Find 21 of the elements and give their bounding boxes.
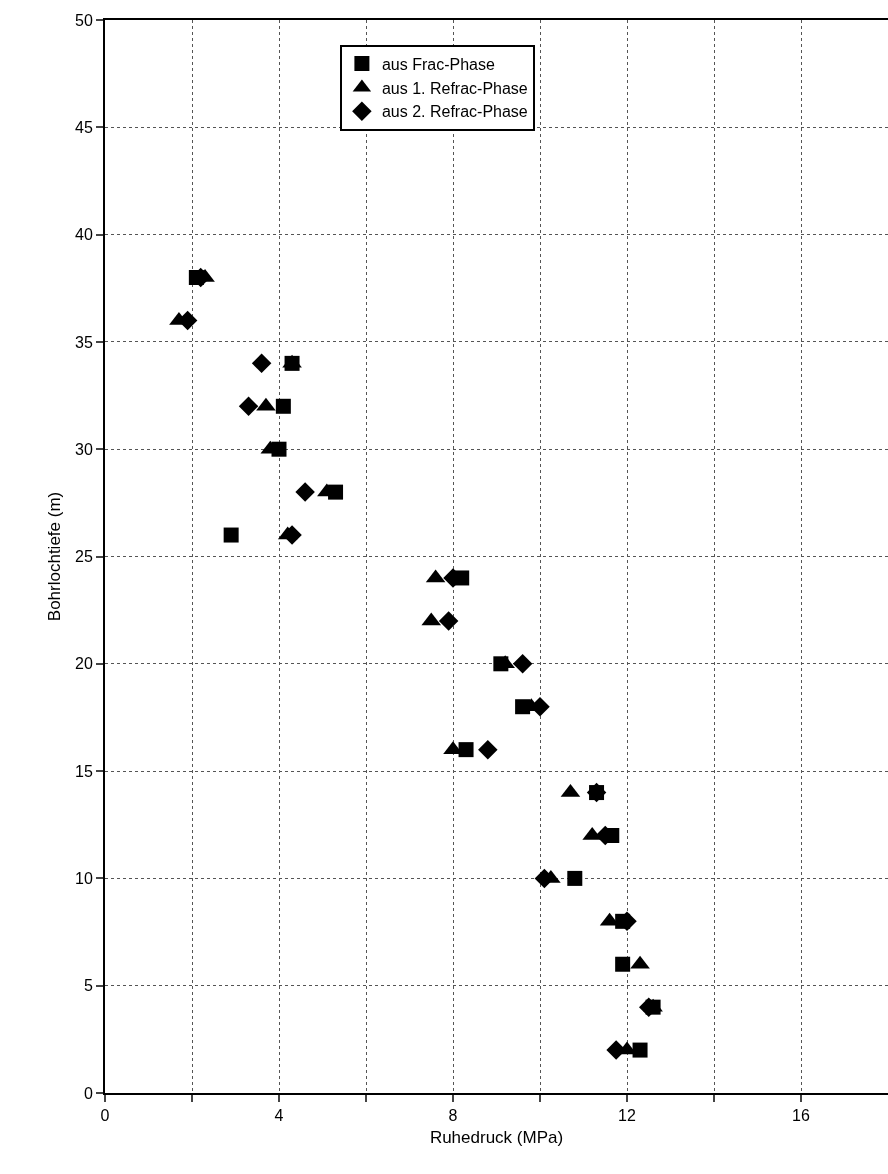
legend-label: aus 2. Refrac-Phase — [381, 103, 528, 121]
y-tick-label: 5 — [83, 977, 93, 995]
y-tick-label: 10 — [75, 870, 93, 887]
y-axis-title: Bohrlochtiefe (m) — [45, 491, 65, 622]
y-tick-label: 25 — [75, 548, 93, 566]
y-tick-label: 20 — [75, 655, 93, 673]
legend-label: aus 1. Refrac-Phase — [381, 79, 528, 97]
x-tick-label: 0 — [100, 1107, 110, 1125]
y-tick-label: 40 — [75, 226, 93, 244]
x-tick-label: 4 — [274, 1107, 284, 1125]
x-tick-label: 16 — [792, 1107, 810, 1125]
x-tick-label: 8 — [448, 1107, 458, 1125]
x-tick-label: 12 — [618, 1107, 636, 1125]
x-axis-title: Ruhedruck (MPa) — [429, 1128, 564, 1148]
y-tick-label: 45 — [75, 118, 93, 136]
y-tick-label: 15 — [75, 762, 93, 780]
y-tick-label: 0 — [83, 1084, 93, 1102]
legend-label: aus Frac-Phase — [381, 55, 495, 73]
y-tick-label: 50 — [75, 11, 93, 29]
y-tick-label: 35 — [75, 333, 93, 351]
y-tick-label: 30 — [75, 440, 93, 458]
